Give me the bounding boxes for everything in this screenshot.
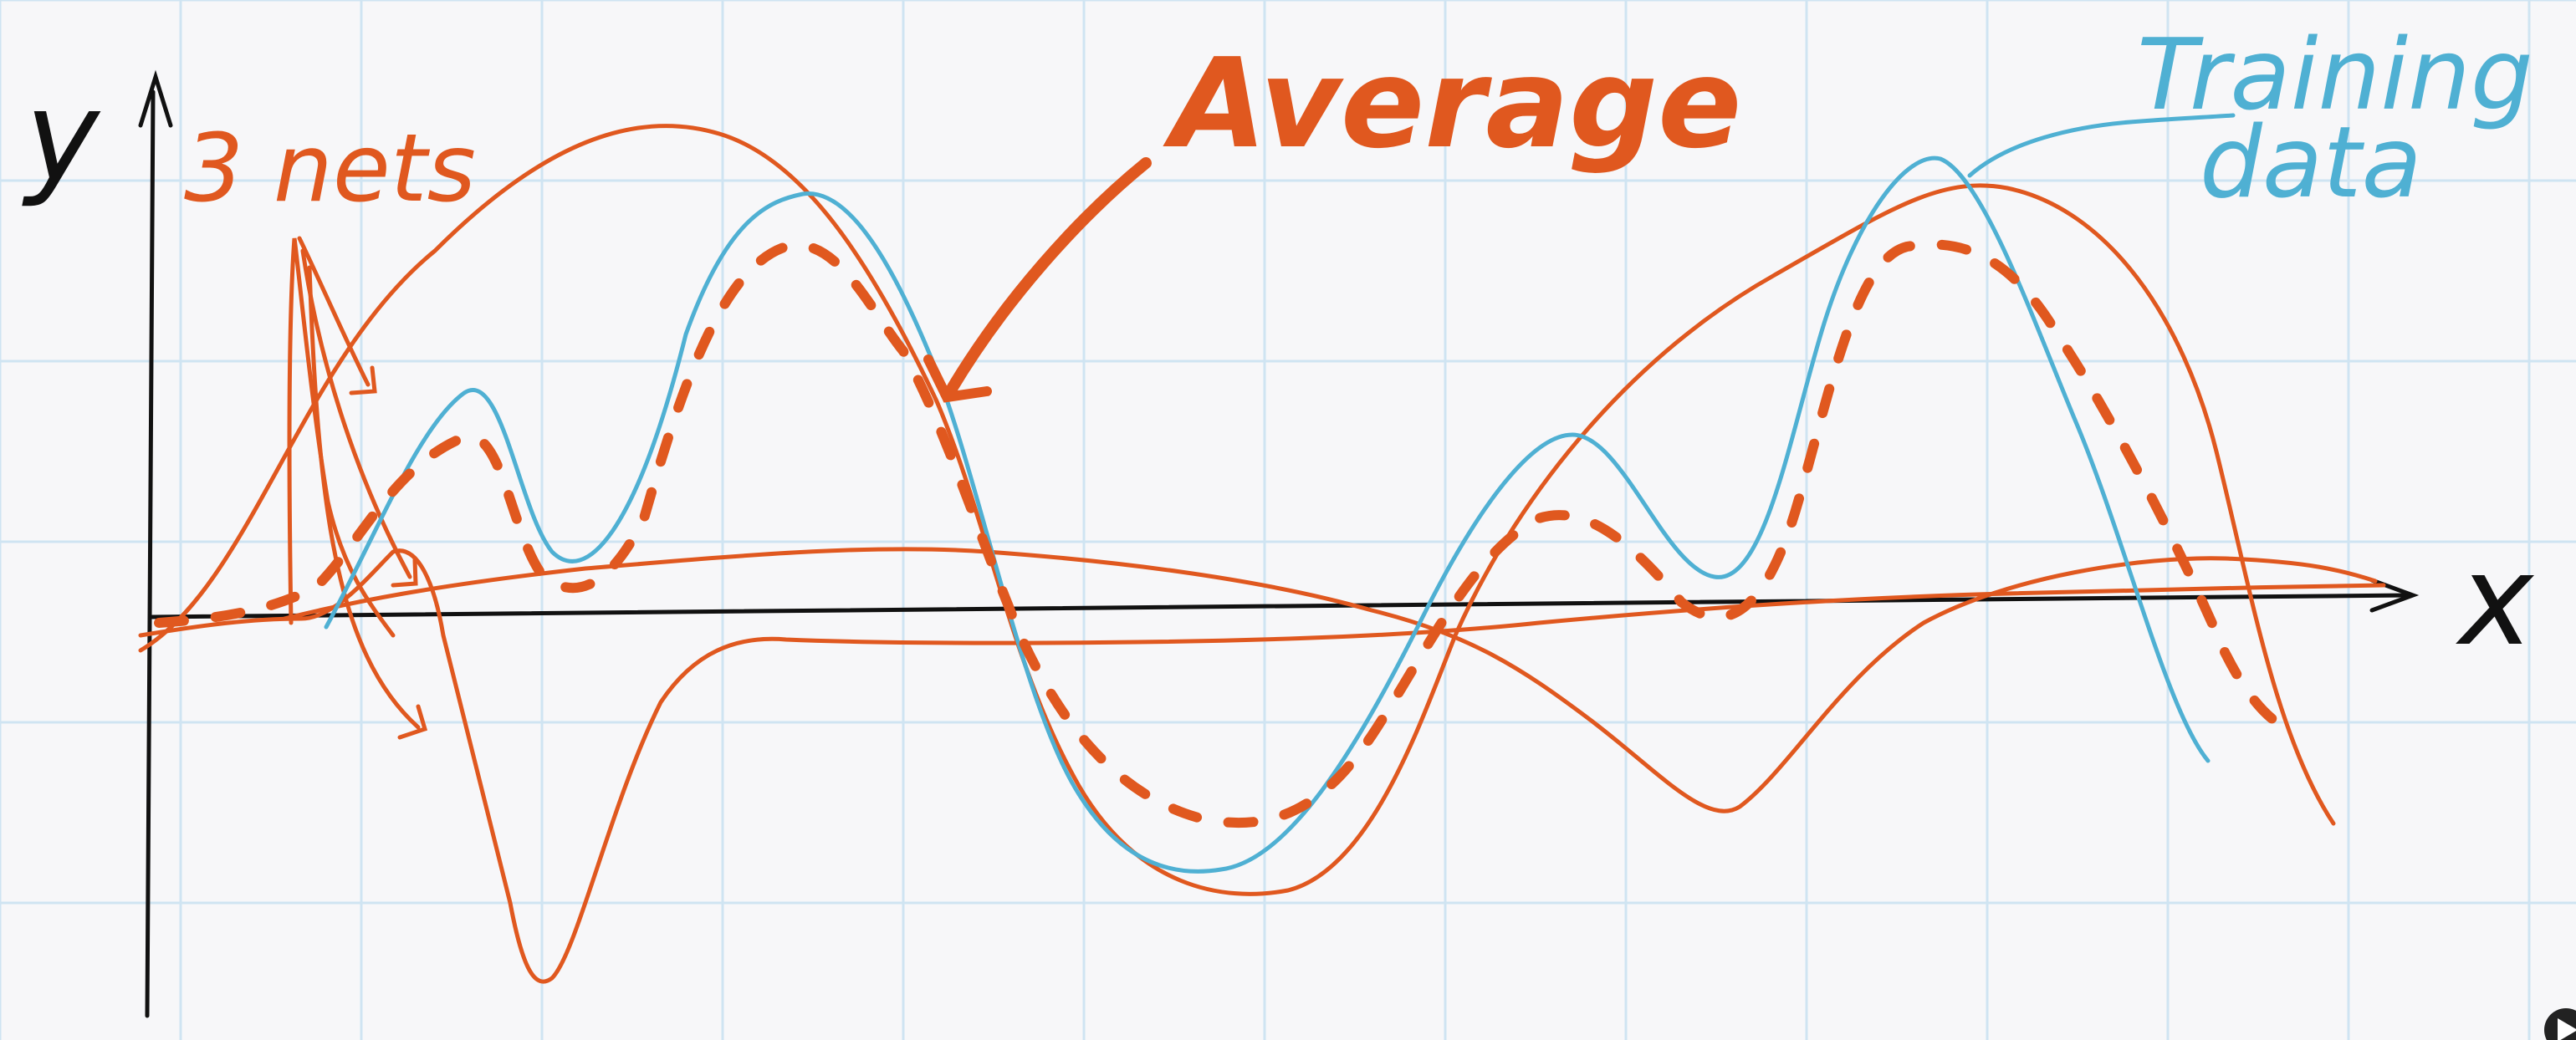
average-pointer xyxy=(943,157,1152,399)
nets-pointer-arrow-icon-2 xyxy=(391,558,418,588)
net-2-curve xyxy=(282,547,2378,813)
y-axis-arrow-icon xyxy=(138,69,173,128)
net-1-curve xyxy=(138,124,2336,896)
nets-pointer-arrow-icon-3 xyxy=(397,704,428,740)
net-curves xyxy=(138,124,2386,984)
axes xyxy=(138,69,2420,1018)
nets-pointer-spike xyxy=(287,237,396,638)
average-label: Average xyxy=(1163,32,1741,176)
y-axis xyxy=(145,89,156,1018)
training-data-pointer xyxy=(1967,113,2236,178)
x-axis-label: x xyxy=(2456,528,2535,674)
training-data-curve xyxy=(324,155,2211,874)
nets-pointer-arrow-3 xyxy=(307,265,421,730)
training-label-line2: data xyxy=(2200,105,2422,220)
average-curve xyxy=(154,239,2301,828)
training-label-line1: Training xyxy=(2137,17,2533,132)
play-icon[interactable] xyxy=(2544,1008,2576,1040)
net-3-curve xyxy=(138,548,2386,984)
nets-pointer-arrow-1 xyxy=(297,236,371,387)
average-pointer-arrow-icon xyxy=(923,354,992,403)
nets-pointer-arrow-icon-1 xyxy=(349,365,377,395)
x-axis xyxy=(150,593,2411,619)
nets-label: 3 nets xyxy=(184,115,476,223)
y-axis-label: y xyxy=(22,64,101,210)
